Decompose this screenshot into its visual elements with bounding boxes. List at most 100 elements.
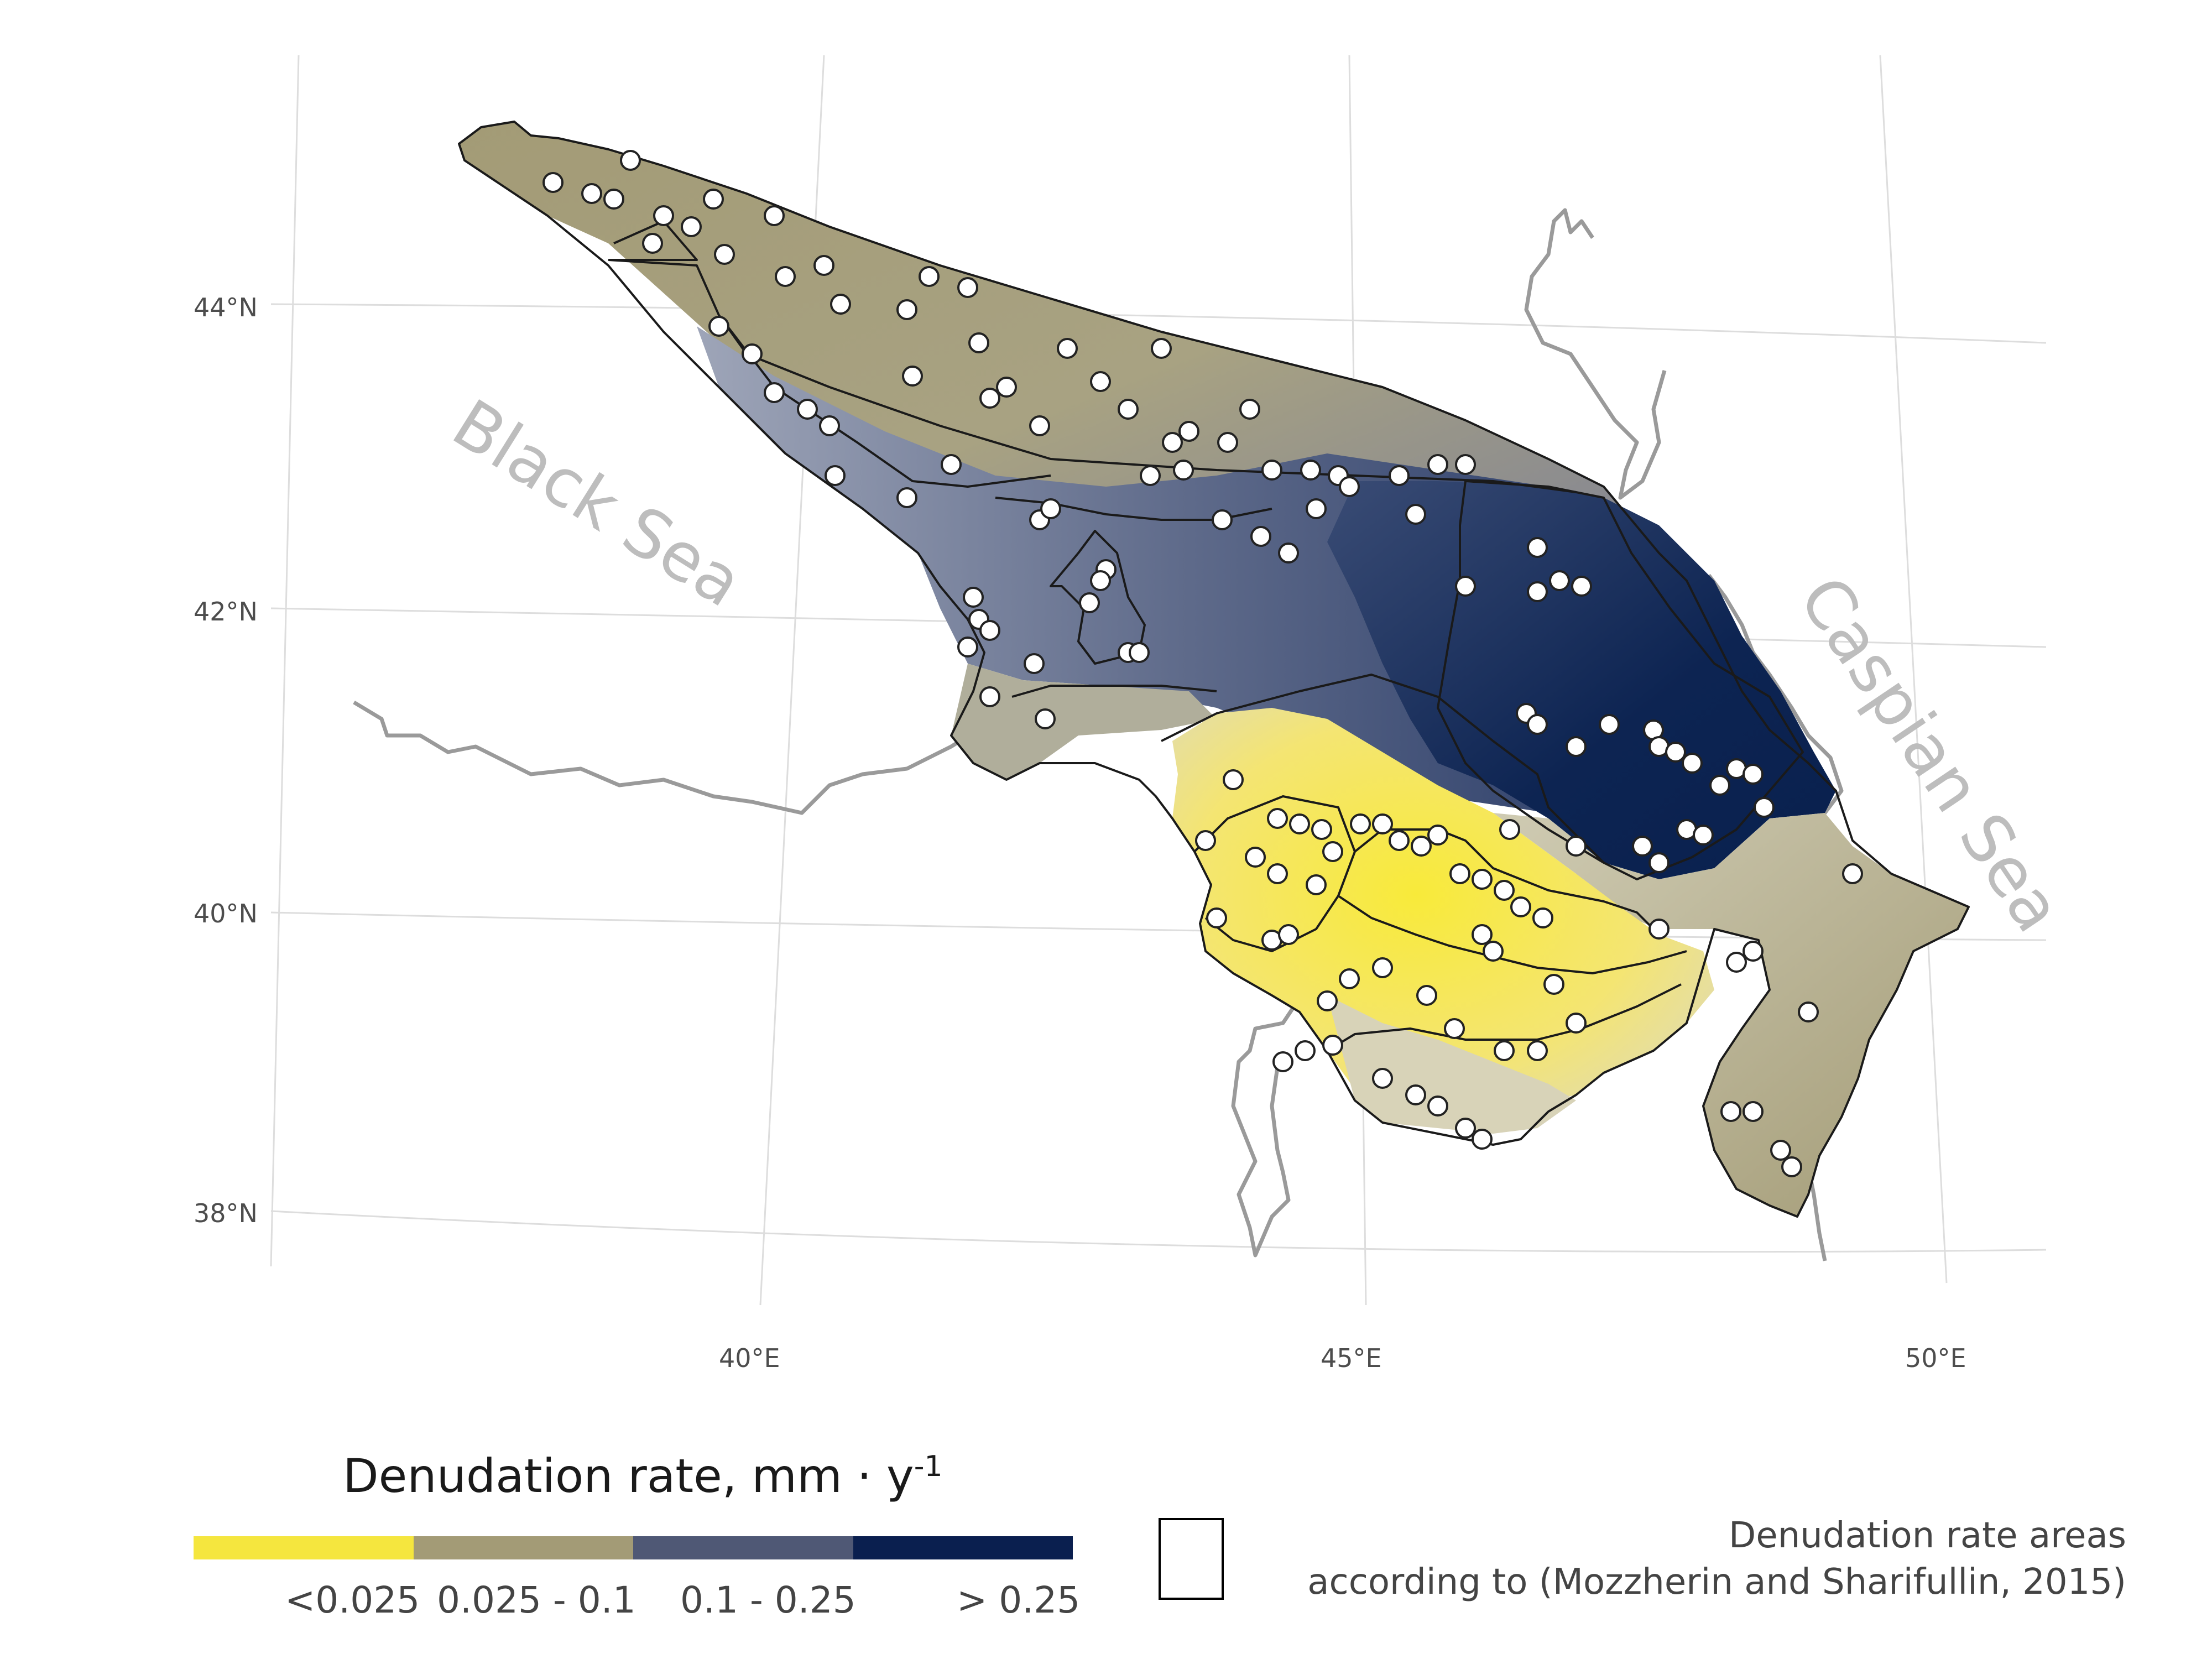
sample-point — [919, 266, 940, 287]
sample-point — [1389, 465, 1410, 486]
lat-label-40: 40°N — [194, 899, 258, 928]
sample-point — [957, 277, 978, 298]
sample-point — [819, 415, 840, 436]
sample-point — [979, 686, 1000, 707]
sample-point — [1455, 1118, 1476, 1139]
lon-label-45: 45°E — [1321, 1343, 1382, 1373]
sample-point — [764, 205, 785, 226]
sample-point — [1726, 952, 1747, 973]
legend-swatch-low — [413, 1536, 633, 1559]
sample-point — [996, 377, 1017, 398]
sample-point — [1389, 830, 1410, 851]
legend-color-bar — [194, 1536, 1073, 1559]
sample-point — [620, 150, 641, 171]
sample-point — [813, 255, 834, 276]
sample-point — [1322, 841, 1343, 862]
sample-point — [1151, 338, 1172, 359]
sample-point — [1527, 714, 1548, 735]
sample-point — [1743, 1101, 1764, 1122]
legend-area-text: Denudation rate areas according to (Mozz… — [1307, 1512, 2126, 1605]
sample-point — [1372, 1068, 1393, 1089]
sample-point — [1129, 642, 1150, 663]
lat-label-38: 38°N — [194, 1198, 258, 1228]
sample-point — [1472, 1129, 1493, 1150]
legend-area-line2: according to (Mozzherin and Sharifullin,… — [1307, 1562, 2126, 1603]
lon-label-50: 50°E — [1905, 1343, 1966, 1373]
sample-point — [963, 587, 984, 608]
legend-label-low: 0.025 - 0.1 — [437, 1579, 636, 1621]
sample-point — [957, 637, 978, 658]
longitude-labels: 40°E 45°E 50°E — [719, 1343, 1966, 1373]
sample-point — [1090, 371, 1111, 392]
sample-point — [1372, 813, 1393, 834]
sample-point — [581, 183, 602, 204]
lon-label-40: 40°E — [719, 1343, 780, 1373]
sample-point — [1411, 836, 1432, 857]
sample-point — [1416, 985, 1437, 1006]
sample-point — [653, 205, 674, 226]
legend-title-exponent: -1 — [914, 1450, 943, 1483]
sample-point — [1632, 836, 1653, 857]
sample-point — [1300, 460, 1321, 481]
sample-point — [1427, 825, 1448, 846]
sample-point — [896, 299, 917, 320]
sample-point — [1090, 570, 1111, 591]
sample-point — [708, 316, 729, 337]
sample-point — [1405, 504, 1426, 525]
sample-point — [1648, 852, 1670, 873]
sample-point — [1798, 1001, 1819, 1022]
sample-point — [603, 189, 624, 210]
sample-point — [1682, 753, 1703, 774]
sample-point — [1024, 653, 1045, 674]
sample-point — [1455, 576, 1476, 597]
sample-point — [1499, 819, 1520, 840]
legend-swatch-very-low — [194, 1536, 414, 1559]
sample-point — [1472, 924, 1493, 945]
sample-point — [703, 189, 724, 210]
sample-point — [1261, 460, 1282, 481]
sample-point — [1057, 338, 1078, 359]
sample-point — [1035, 708, 1056, 729]
sample-point — [1527, 537, 1548, 558]
sample-point — [830, 294, 851, 315]
sample-point — [1754, 797, 1775, 818]
sample-point — [1566, 1013, 1587, 1034]
sample-point — [1566, 736, 1587, 757]
denudation-surface — [459, 122, 1969, 1217]
sample-point — [1720, 1101, 1741, 1122]
sample-point — [1483, 941, 1504, 962]
sample-point — [1311, 819, 1332, 840]
sea-label-black: Black Sea — [440, 385, 755, 623]
lat-label-42: 42°N — [194, 597, 258, 627]
sample-point — [642, 233, 663, 254]
sample-point — [1427, 454, 1448, 475]
sample-point — [1339, 968, 1360, 989]
sample-point — [1217, 432, 1238, 453]
sample-point — [681, 216, 702, 237]
sample-point — [1770, 1140, 1791, 1161]
sample-point — [797, 399, 818, 420]
latitude-labels: 44°N 42°N 40°N 38°N — [194, 293, 258, 1228]
sample-point — [775, 266, 796, 287]
sample-point — [1350, 813, 1371, 834]
sample-point — [1743, 764, 1764, 785]
sample-point — [1295, 1040, 1316, 1061]
sample-point — [902, 366, 923, 387]
lat-label-44: 44°N — [194, 293, 258, 322]
sample-point — [1306, 498, 1327, 519]
sample-point — [1455, 454, 1476, 475]
legend-title: Denudation rate, mm · y-1 — [343, 1449, 943, 1503]
sample-point — [1267, 863, 1288, 884]
sample-point — [1543, 974, 1564, 995]
sample-point — [1566, 836, 1587, 857]
sample-point — [1322, 1035, 1343, 1056]
sample-point — [1743, 941, 1764, 962]
sample-point — [1549, 570, 1570, 591]
sample-point — [941, 454, 962, 475]
sample-point — [1223, 769, 1244, 790]
sample-point — [1494, 1040, 1515, 1061]
sample-point — [1527, 1040, 1548, 1061]
sample-point — [1339, 476, 1360, 497]
sample-point — [1118, 399, 1139, 420]
